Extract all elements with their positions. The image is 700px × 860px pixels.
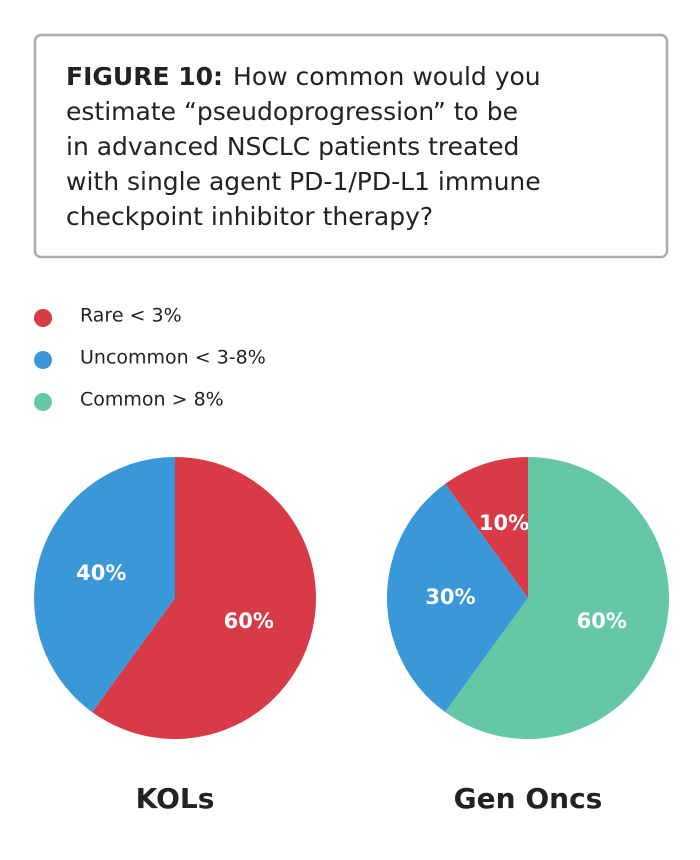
legend-swatch <box>34 393 52 411</box>
pie-slice <box>445 457 669 739</box>
legend-label: Common > 8% <box>80 389 224 411</box>
pie-slice <box>445 457 528 598</box>
legend-swatch <box>34 309 52 327</box>
pie-title: Gen Oncs <box>454 782 603 815</box>
data-label: 10% <box>479 511 529 535</box>
legend-swatch <box>34 351 52 369</box>
pie-slice <box>92 457 316 740</box>
legend-label: Uncommon < 3-8% <box>80 347 266 369</box>
title-line: with single agent PD-1/PD-L1 immune <box>66 167 541 196</box>
data-label: 60% <box>577 609 627 633</box>
pie-slice <box>33 457 175 713</box>
data-label: 30% <box>425 585 475 609</box>
pie-slice <box>386 483 528 713</box>
data-label: 60% <box>224 609 274 633</box>
pie-title: KOLs <box>136 782 215 815</box>
figure-label: FIGURE 10: <box>66 62 223 91</box>
data-label: 40% <box>76 561 126 585</box>
figure-title: FIGURE 10: How common would you <box>66 62 541 91</box>
title-line: estimate “pseudoprogression” to be <box>66 97 518 126</box>
title-box <box>33 33 669 259</box>
legend-label: Rare < 3% <box>80 305 182 327</box>
title-line: checkpoint inhibitor therapy? <box>66 202 433 231</box>
title-line: in advanced NSCLC patients treated <box>66 132 519 161</box>
title-line: How common would you <box>233 62 541 91</box>
